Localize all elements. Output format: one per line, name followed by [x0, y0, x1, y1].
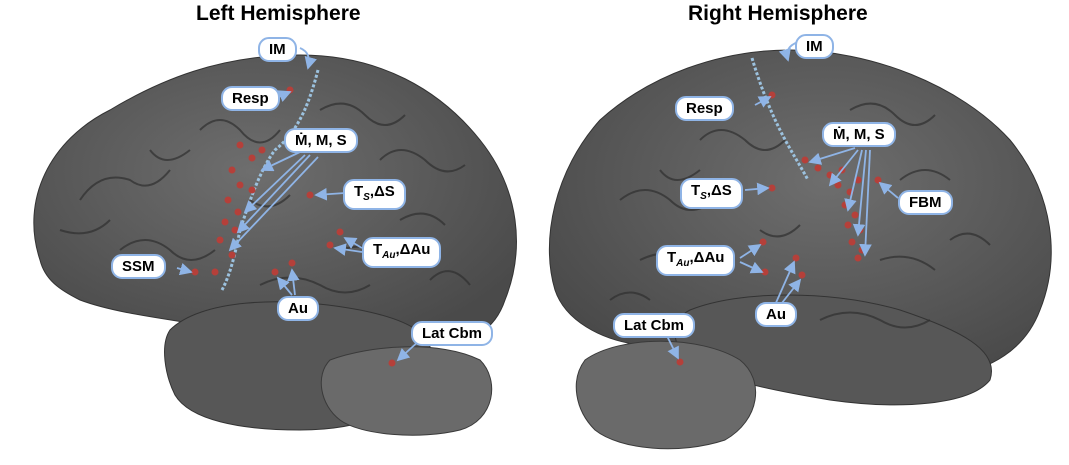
electrode — [801, 156, 809, 164]
electrode — [258, 146, 266, 154]
electrode — [844, 221, 852, 229]
electrode — [234, 208, 242, 216]
left-im-label: IM — [258, 37, 297, 62]
right-tau-sub: Au — [676, 258, 690, 269]
left-central-sulcus — [220, 69, 320, 291]
left-electrodes — [191, 86, 396, 367]
electrode — [834, 181, 842, 189]
left-resp-label: Resp — [221, 86, 280, 111]
electrode — [798, 271, 806, 279]
left-tau-main: T — [373, 241, 383, 258]
electrode — [288, 259, 296, 267]
right-hemisphere-title: Right Hemisphere — [688, 2, 868, 25]
right-cerebellum — [575, 340, 756, 450]
electrode — [248, 186, 256, 194]
right-ts-rest: ,ΔS — [706, 182, 732, 199]
left-ts-label: TS,ΔS — [343, 179, 406, 210]
electrode — [326, 241, 334, 249]
left-ssm-label: SSM — [111, 254, 166, 279]
electrode — [271, 268, 279, 276]
electrode — [854, 254, 862, 262]
electrode — [336, 228, 344, 236]
electrode — [814, 164, 822, 172]
left-ts-main: T — [354, 183, 364, 200]
left-latcbm-label: Lat Cbm — [411, 321, 493, 346]
electrode — [231, 226, 239, 234]
right-ts-main: T — [691, 182, 701, 199]
electrode — [228, 166, 236, 174]
right-tau-label: TAu,ΔAu — [656, 245, 736, 276]
electrode — [236, 141, 244, 149]
right-hemisphere — [548, 41, 1052, 450]
right-fbm-label: FBM — [898, 190, 953, 215]
right-latcbm-label: Lat Cbm — [613, 313, 695, 338]
electrode — [221, 218, 229, 226]
right-au-label: Au — [755, 302, 797, 327]
electrode — [841, 201, 849, 209]
electrode — [228, 251, 236, 259]
right-ts-sub: S — [700, 191, 707, 202]
electrode — [191, 268, 199, 276]
left-au-label: Au — [277, 296, 319, 321]
electrode — [874, 176, 882, 184]
electrode — [768, 184, 776, 192]
electrode — [211, 268, 219, 276]
left-hemisphere-title: Left Hemisphere — [196, 2, 361, 25]
right-im-label: IM — [795, 34, 834, 59]
electrode — [224, 196, 232, 204]
electrode — [826, 171, 834, 179]
electrode — [236, 181, 244, 189]
electrode — [216, 236, 224, 244]
right-central-sulcus — [750, 57, 810, 181]
left-ts-rest: ,ΔS — [369, 183, 395, 200]
electrode — [248, 154, 256, 162]
left-gyri — [59, 102, 471, 294]
electrode — [306, 191, 314, 199]
right-arrows — [664, 41, 899, 360]
left-mms-label: Ṁ, M, S — [284, 128, 358, 153]
left-ts-sub: S — [363, 192, 370, 203]
left-tau-label: TAu,ΔAu — [362, 237, 442, 268]
left-arrows — [176, 47, 421, 362]
electrode — [761, 268, 769, 276]
right-resp-label: Resp — [675, 96, 734, 121]
left-cerebellum — [320, 346, 493, 436]
right-tau-main: T — [667, 249, 677, 266]
right-tau-rest: ,ΔAu — [689, 249, 725, 266]
electrode — [759, 238, 767, 246]
electrode — [851, 211, 859, 219]
left-tau-sub: Au — [382, 250, 396, 261]
right-ts-label: TS,ΔS — [680, 178, 743, 209]
electrode — [792, 254, 800, 262]
electrode — [848, 238, 856, 246]
electrode — [676, 358, 684, 366]
left-tau-rest: ,ΔAu — [395, 241, 431, 258]
right-mms-label: Ṁ, M, S — [822, 122, 896, 147]
electrode — [388, 359, 396, 367]
